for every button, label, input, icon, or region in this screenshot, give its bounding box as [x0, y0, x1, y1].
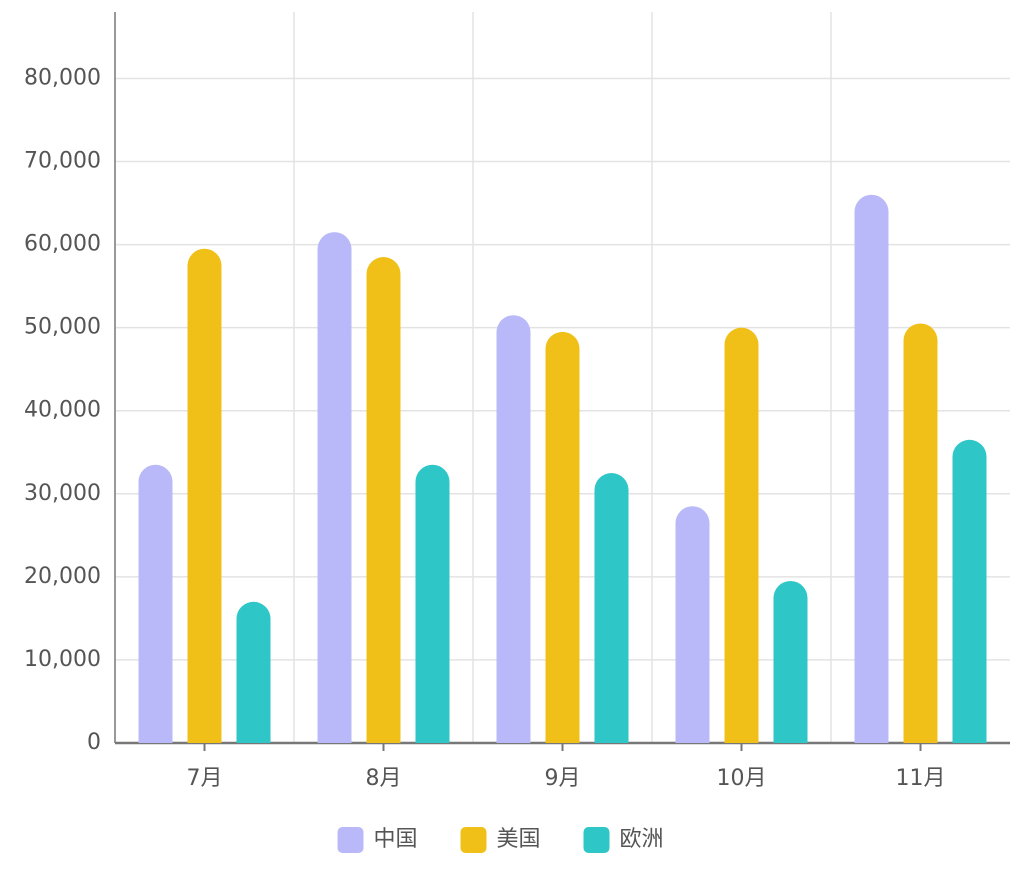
bar	[236, 601, 271, 743]
y-tick-label: 30,000	[24, 481, 101, 506]
bar	[187, 248, 222, 743]
legend-label: 美国	[497, 827, 541, 852]
bar	[496, 315, 531, 743]
bar	[366, 257, 401, 743]
legend-swatch	[583, 827, 610, 853]
bar	[724, 327, 759, 743]
legend-swatch	[337, 827, 364, 853]
y-tick-label: 70,000	[24, 149, 101, 174]
bar	[675, 506, 710, 743]
y-tick-label: 40,000	[24, 398, 101, 423]
bar	[594, 473, 629, 743]
bar	[903, 323, 938, 743]
y-tick-label: 50,000	[24, 315, 101, 340]
legend-label: 欧洲	[620, 827, 664, 852]
legend-swatch	[460, 827, 487, 853]
bar	[773, 581, 808, 743]
x-tick-label: 7月	[187, 766, 223, 791]
y-tick-label: 10,000	[24, 647, 101, 672]
bar	[415, 464, 450, 743]
y-tick-label: 0	[87, 730, 101, 755]
bar	[317, 232, 352, 743]
legend-label: 中国	[374, 827, 418, 852]
y-tick-label: 60,000	[24, 232, 101, 257]
y-tick-label: 20,000	[24, 564, 101, 589]
x-tick-label: 9月	[545, 766, 581, 791]
x-tick-label: 8月	[366, 766, 402, 791]
bar	[854, 194, 889, 743]
bar	[952, 439, 987, 743]
x-tick-label: 10月	[717, 766, 767, 791]
bar	[138, 464, 173, 743]
x-tick-label: 11月	[896, 766, 946, 791]
y-tick-label: 80,000	[24, 65, 101, 90]
bar	[545, 331, 580, 743]
